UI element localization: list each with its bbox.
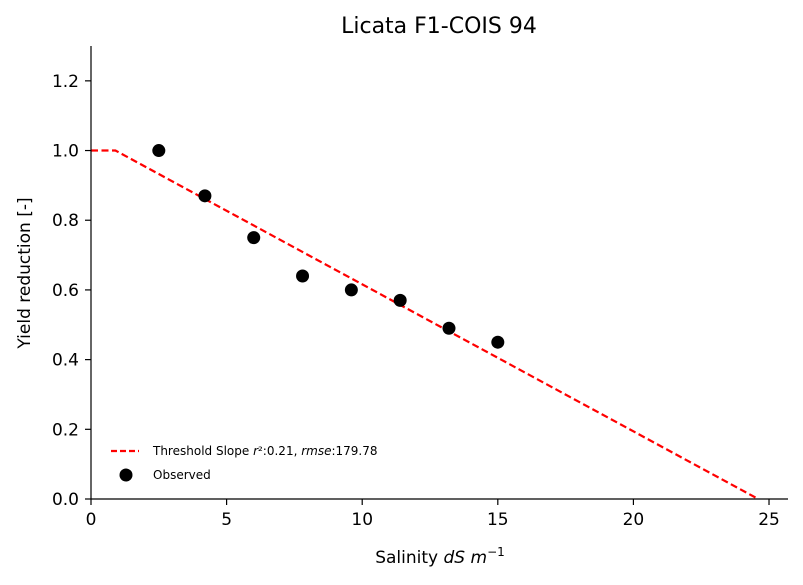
legend-label-observed: Observed xyxy=(153,468,211,482)
x-axis-ticks: 0 5 10 15 20 25 xyxy=(86,499,780,530)
y-axis-ticks: 0.0 0.2 0.4 0.6 0.8 1.0 1.2 xyxy=(52,72,91,510)
x-tick-label: 5 xyxy=(221,510,232,530)
y-tick-label: 0.4 xyxy=(52,351,79,371)
x-tick-label: 25 xyxy=(758,510,780,530)
y-tick-label: 0.6 xyxy=(52,281,79,301)
legend-point-marker xyxy=(119,468,133,482)
legend-label-threshold-slope: Threshold Slope r²:0.21, rmse:179.78 xyxy=(152,444,378,458)
observed-point xyxy=(152,144,166,158)
x-tick-label: 0 xyxy=(86,510,97,530)
y-tick-label: 1.2 xyxy=(52,72,79,92)
threshold-slope-line xyxy=(91,149,759,500)
observed-point xyxy=(393,293,407,307)
y-tick-label: 0.2 xyxy=(52,420,79,440)
observed-point xyxy=(344,283,358,297)
x-tick-label: 20 xyxy=(623,510,645,530)
x-tick-label: 10 xyxy=(351,510,373,530)
y-tick-label: 0.8 xyxy=(52,211,79,231)
y-axis-label: Yield reduction [-] xyxy=(15,197,35,349)
y-tick-label: 1.0 xyxy=(52,142,79,162)
legend: Threshold Slope r²:0.21, rmse:179.78 Obs… xyxy=(111,444,378,482)
plot-lines xyxy=(91,149,759,500)
observed-point xyxy=(296,269,310,283)
x-axis-label: Salinity dS m−1 xyxy=(375,545,505,568)
observed-point xyxy=(198,189,212,203)
observed-point xyxy=(247,231,261,245)
observed-point xyxy=(491,335,505,349)
observed-point xyxy=(442,321,456,335)
plot-points xyxy=(152,144,505,349)
x-tick-label: 15 xyxy=(487,510,509,530)
y-tick-label: 0.0 xyxy=(52,490,79,510)
chart-title: Licata F1-COIS 94 xyxy=(341,14,537,39)
